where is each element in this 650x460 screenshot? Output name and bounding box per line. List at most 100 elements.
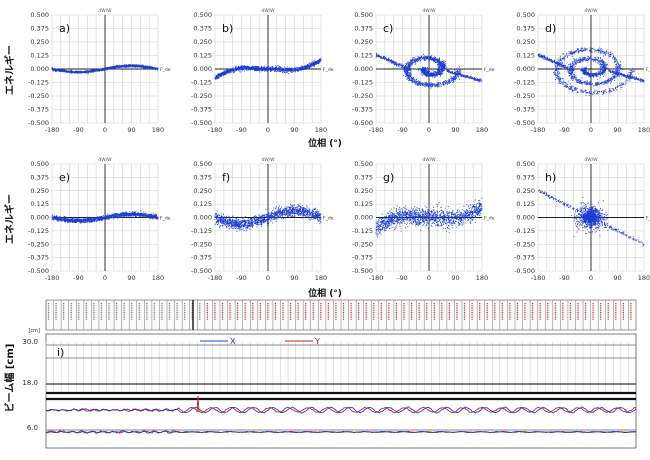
scatter-point: [419, 56, 421, 58]
scatter-point: [128, 64, 129, 66]
scatter-point: [287, 70, 289, 72]
scatter-point: [307, 67, 309, 69]
scatter-point: [419, 83, 421, 85]
scatter-point: [216, 78, 218, 79]
scatter-point: [127, 65, 129, 67]
scatter-point: [414, 59, 416, 61]
scatter-point: [439, 65, 441, 67]
scatter-point: [408, 69, 410, 70]
scatter-point: [284, 70, 285, 72]
scatter-point: [79, 71, 81, 73]
scatter-point: [220, 74, 222, 76]
scatter-point: [134, 66, 136, 68]
scatter-point: [123, 65, 125, 67]
scatter-point: [406, 63, 408, 65]
scatter-point: [278, 66, 280, 67]
scatter-point: [444, 81, 446, 83]
scatter-point: [451, 72, 453, 74]
scatter-point: [70, 72, 72, 74]
scatter-point: [433, 74, 435, 76]
scatter-point: [445, 82, 447, 83]
scatter-point: [407, 77, 409, 79]
scatter-point: [440, 73, 442, 75]
scatter-point: [432, 85, 434, 87]
scatter-point: [418, 84, 420, 86]
scatter-point: [425, 71, 427, 73]
scatter-point: [404, 69, 406, 71]
scatter-point: [442, 62, 444, 64]
scatter-point: [229, 70, 231, 71]
scatter-point: [84, 70, 86, 72]
scatter-point: [455, 77, 457, 79]
scatter-point: [157, 67, 159, 69]
scatter-point: [246, 68, 248, 70]
scatter-point: [426, 85, 427, 87]
scatter-point: [421, 55, 423, 57]
scatter-point: [443, 62, 445, 63]
scatter-point: [407, 67, 409, 69]
scatter-point: [408, 61, 410, 63]
scatter-point: [260, 67, 262, 69]
scatter-point: [296, 68, 298, 70]
scatter-point: [434, 75, 436, 77]
panel-letter: a): [59, 22, 70, 35]
y-tick-label: 0.250: [354, 38, 373, 46]
scatter-point: [287, 69, 289, 70]
scatter-point: [125, 66, 127, 68]
scatter-point: [425, 69, 427, 71]
scatter-point: [481, 80, 483, 82]
scatter-point: [457, 72, 459, 74]
scatter-point: [409, 75, 411, 77]
scatter-point: [422, 70, 424, 72]
scatter-point: [260, 66, 262, 68]
scatter-point: [289, 69, 291, 71]
scatter-point: [441, 67, 443, 69]
scatter-point: [148, 67, 150, 69]
scatter-point: [255, 67, 257, 69]
scatter-point: [312, 61, 314, 63]
scatter-point: [51, 68, 53, 70]
scatter-point: [223, 73, 225, 75]
scatter-point: [428, 60, 430, 61]
scatter-point: [470, 76, 472, 78]
scatter-point: [459, 73, 461, 75]
scatter-point: [443, 63, 445, 65]
scatter-point: [414, 82, 416, 83]
scatter-point: [101, 70, 103, 72]
scatter-point: [280, 69, 282, 71]
scatter-point: [312, 62, 314, 64]
scatter-point: [422, 58, 424, 60]
scatter-point: [398, 63, 400, 65]
scatter-point: [231, 69, 233, 71]
scatter-point: [297, 70, 299, 72]
scatter-point: [277, 69, 279, 71]
scatter-point: [226, 70, 227, 72]
scatter-point: [453, 77, 455, 79]
scatter-point: [438, 61, 440, 63]
scatter-point: [437, 69, 439, 71]
scatter-point: [444, 65, 446, 66]
scatter-point: [407, 71, 409, 73]
scatter-point: [443, 65, 445, 67]
scatter-point: [57, 68, 59, 70]
scatter-point: [412, 76, 414, 78]
scatter-point: [458, 69, 460, 71]
scatter-point: [459, 70, 461, 72]
scatter-point: [310, 65, 312, 67]
scatter-point: [255, 67, 257, 69]
scatter-point: [444, 65, 446, 67]
scatter-point: [317, 61, 319, 63]
scatter-point: [117, 65, 119, 67]
scatter-point: [478, 80, 479, 82]
scatter-point: [435, 74, 437, 75]
scatter-point: [53, 68, 55, 69]
scatter-point: [411, 64, 413, 66]
scatter-point: [454, 79, 456, 81]
scatter-point: [455, 79, 457, 81]
scatter-point: [233, 68, 235, 70]
scatter-point: [56, 69, 58, 71]
scatter-point: [409, 79, 410, 81]
scatter-point: [216, 76, 218, 78]
scatter-point: [308, 66, 310, 68]
scatter-point: [145, 67, 147, 69]
